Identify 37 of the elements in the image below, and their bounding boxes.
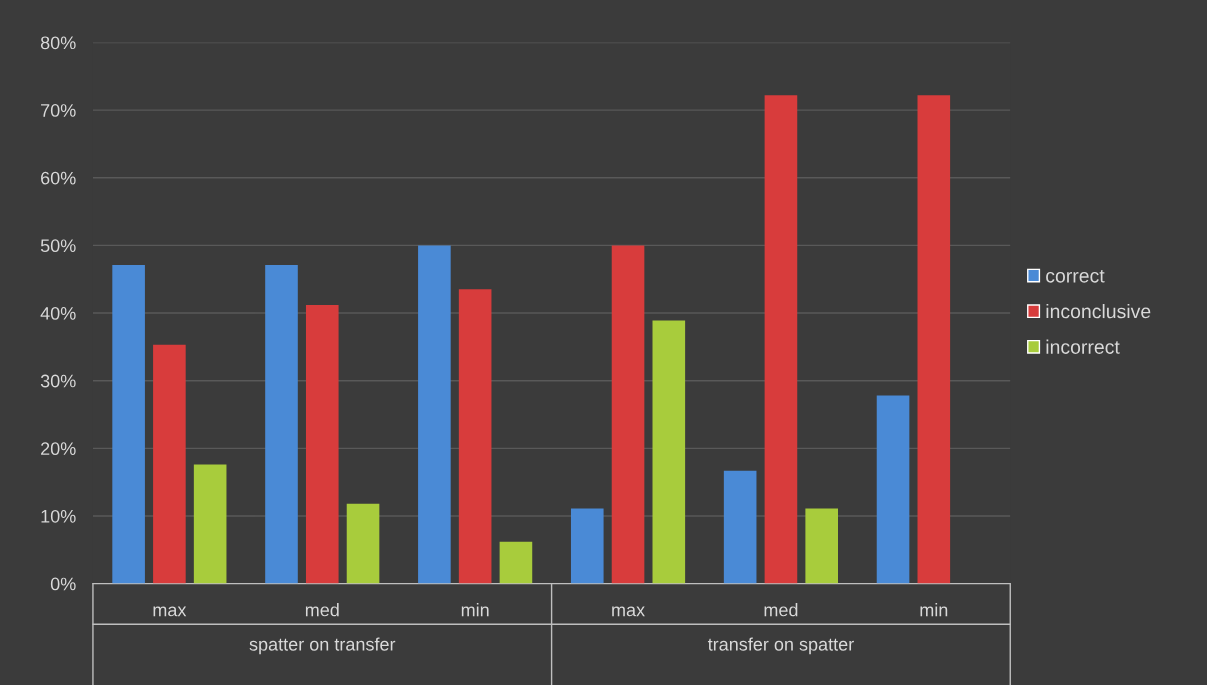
legend-label: incorrect [1046,339,1120,354]
bar [112,265,145,584]
x-tick-label: max [612,606,645,617]
y-tick-label: 70% [41,104,76,117]
bar [611,245,645,584]
legend-label: correct [1046,269,1105,283]
y-tick-label: 0% [50,577,76,591]
y-tick-label: 50% [40,239,76,253]
text: transfer on spatter [707,637,854,655]
y-tick-label: 80% [40,36,76,50]
bar [723,470,757,584]
bar [305,304,339,584]
y-tick-label: 40% [40,306,76,320]
bar [876,395,910,584]
x-tick-label: max [153,606,187,617]
bar [570,508,604,584]
bar [499,541,533,584]
text: spatter on transfer [249,637,396,655]
legend-label: inconclusive [1046,303,1151,319]
bar [652,320,686,584]
bar [805,508,839,584]
bar [418,245,451,584]
x-tick-label: med [764,603,798,617]
y-tick-label: 60% [41,171,76,185]
bar [265,265,298,584]
x-tick-label: med [305,603,339,617]
bar [193,464,227,584]
bar [458,289,492,584]
y-tick-label: 20% [41,442,76,456]
bar [346,503,380,584]
bar [917,95,951,584]
bar [153,344,186,584]
x-tick-label: min [920,603,948,617]
x-tick-label: min [461,603,489,617]
bar [764,95,798,584]
y-tick-label: 30% [40,374,76,388]
y-tick-label: 10% [41,509,76,523]
